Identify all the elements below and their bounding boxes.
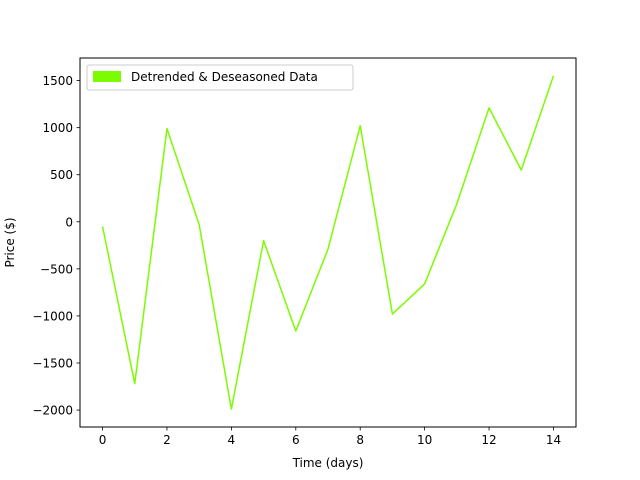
x-tick-label: 12 xyxy=(481,433,496,447)
x-tick-label: 2 xyxy=(163,433,171,447)
series-layer xyxy=(101,75,555,410)
legend-frame xyxy=(86,64,354,91)
x-tick-label: 4 xyxy=(228,433,236,447)
x-tick-label: 14 xyxy=(546,433,561,447)
series-line xyxy=(101,75,555,410)
y-axis-label: Price ($) xyxy=(3,217,17,267)
y-axis-ticks: −2000 −1500 −1000 −500 0 500 1000 1500 xyxy=(32,74,80,418)
x-tick-label: 8 xyxy=(356,433,364,447)
x-tick-label: 6 xyxy=(292,433,300,447)
x-axis-ticks: 0 2 4 6 8 10 12 14 xyxy=(99,427,561,447)
legend-swatch xyxy=(93,71,121,82)
plot-area xyxy=(79,57,577,428)
y-tick-label: −500 xyxy=(40,262,73,276)
legend: Detrended & Deseasoned Data xyxy=(86,64,354,91)
y-tick-label: 1500 xyxy=(42,74,73,88)
y-tick-label: 0 xyxy=(65,215,73,229)
y-tick-label: −2000 xyxy=(32,404,73,418)
x-tick-label: 10 xyxy=(417,433,432,447)
legend-label: Detrended & Deseasoned Data xyxy=(131,70,318,84)
y-tick-label: 500 xyxy=(50,168,73,182)
x-axis-label: Time (days) xyxy=(292,456,364,470)
y-tick-label: −1000 xyxy=(32,309,73,323)
y-tick-label: 1000 xyxy=(42,121,73,135)
x-tick-label: 0 xyxy=(99,433,107,447)
y-tick-label: −1500 xyxy=(32,356,73,370)
